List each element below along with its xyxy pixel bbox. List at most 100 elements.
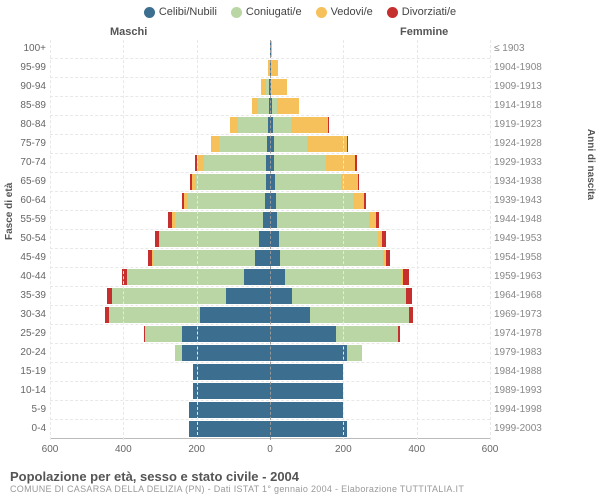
bar-segment [310, 307, 409, 323]
legend-item: Vedovi/e [316, 6, 373, 18]
x-tick: 200 [188, 444, 205, 455]
age-label: 70-74 [0, 157, 46, 168]
y-axis-left-label: Fasce di età [4, 183, 15, 240]
bar-segment [238, 117, 267, 133]
birth-year-label: 1979-1983 [494, 347, 550, 358]
chart-footer: Popolazione per età, sesso e stato civil… [10, 469, 590, 494]
footer-subtitle: COMUNE DI CASARSA DELLA DELIZIA (PN) - D… [10, 484, 590, 494]
birth-year-label: 1919-1923 [494, 119, 550, 130]
birth-year-label: 1984-1988 [494, 366, 550, 377]
bar-female [270, 421, 347, 437]
bar-segment [188, 193, 265, 209]
bar-segment [328, 117, 329, 133]
bar-segment [193, 364, 270, 380]
bar-female [270, 345, 362, 361]
bar-segment [292, 288, 406, 304]
grid-line [343, 40, 344, 440]
bar-segment [376, 212, 380, 228]
bar-segment [347, 345, 362, 361]
age-label: 10-14 [0, 385, 46, 396]
age-label: 55-59 [0, 214, 46, 225]
age-label: 95-99 [0, 62, 46, 73]
pyramid-chart: 100+≤ 190395-991904-190890-941909-191385… [50, 40, 490, 440]
age-label: 25-29 [0, 328, 46, 339]
bar-segment [255, 250, 270, 266]
bar-segment [182, 326, 270, 342]
age-label: 40-44 [0, 271, 46, 282]
bar-segment [291, 117, 328, 133]
bar-segment [270, 269, 285, 285]
bar-segment [270, 231, 279, 247]
bar-male [144, 326, 270, 342]
bar-male [107, 288, 270, 304]
bar-female [270, 250, 390, 266]
age-label: 90-94 [0, 81, 46, 92]
birth-year-label: 1994-1998 [494, 404, 550, 415]
bar-segment [196, 174, 266, 190]
birth-year-label: ≤ 1903 [494, 43, 550, 54]
legend-label: Celibi/Nubili [159, 6, 217, 18]
bar-segment [193, 383, 270, 399]
birth-year-label: 1954-1958 [494, 252, 550, 263]
legend-label: Vedovi/e [331, 6, 373, 18]
bar-segment [364, 193, 366, 209]
legend: Celibi/NubiliConiugati/eVedovi/eDivorzia… [0, 0, 600, 20]
bar-segment [258, 98, 269, 114]
age-label: 50-54 [0, 233, 46, 244]
bar-female [270, 193, 366, 209]
bar-segment [336, 326, 398, 342]
bar-segment [369, 212, 376, 228]
bar-segment [307, 136, 347, 152]
age-label: 100+ [0, 43, 46, 54]
footer-title: Popolazione per età, sesso e stato civil… [10, 469, 590, 484]
age-label: 5-9 [0, 404, 46, 415]
bar-segment [270, 212, 277, 228]
bar-male [148, 250, 270, 266]
center-axis [270, 40, 271, 440]
bar-segment [382, 231, 386, 247]
x-tick: 0 [267, 444, 273, 455]
bar-segment [182, 345, 270, 361]
bar-segment [270, 364, 343, 380]
bar-female [270, 326, 400, 342]
bar-segment [230, 117, 238, 133]
bar-segment [347, 136, 348, 152]
bar-segment [197, 155, 204, 171]
y-axis-right-label: Anni di nascita [585, 129, 596, 200]
bar-male [193, 364, 270, 380]
bar-segment [270, 383, 343, 399]
bar-segment [112, 288, 226, 304]
bar-female [270, 117, 329, 133]
birth-year-label: 1959-1963 [494, 271, 550, 282]
birth-year-label: 1989-1993 [494, 385, 550, 396]
legend-swatch [144, 7, 155, 18]
bar-segment [403, 269, 408, 285]
birth-year-label: 1944-1948 [494, 214, 550, 225]
bar-male [155, 231, 270, 247]
legend-label: Coniugati/e [246, 6, 302, 18]
bar-male [190, 174, 270, 190]
birth-year-label: 1969-1973 [494, 309, 550, 320]
bar-segment [277, 212, 369, 228]
bar-segment [270, 402, 343, 418]
bar-segment [355, 155, 356, 171]
birth-year-label: 1964-1968 [494, 290, 550, 301]
bar-female [270, 402, 343, 418]
bar-segment [175, 212, 263, 228]
bar-segment [200, 307, 270, 323]
birth-year-label: 1999-2003 [494, 423, 550, 434]
bar-segment [358, 174, 359, 190]
x-tick: 400 [115, 444, 132, 455]
bar-segment [226, 288, 270, 304]
bar-segment [127, 269, 244, 285]
bar-male [189, 402, 270, 418]
age-label: 80-84 [0, 119, 46, 130]
bar-male [168, 212, 270, 228]
bar-female [270, 79, 287, 95]
bar-male [189, 421, 270, 437]
bar-female [270, 60, 278, 76]
birth-year-label: 1934-1938 [494, 176, 550, 187]
age-label: 20-24 [0, 347, 46, 358]
legend-item: Coniugati/e [231, 6, 302, 18]
bar-female [270, 231, 386, 247]
